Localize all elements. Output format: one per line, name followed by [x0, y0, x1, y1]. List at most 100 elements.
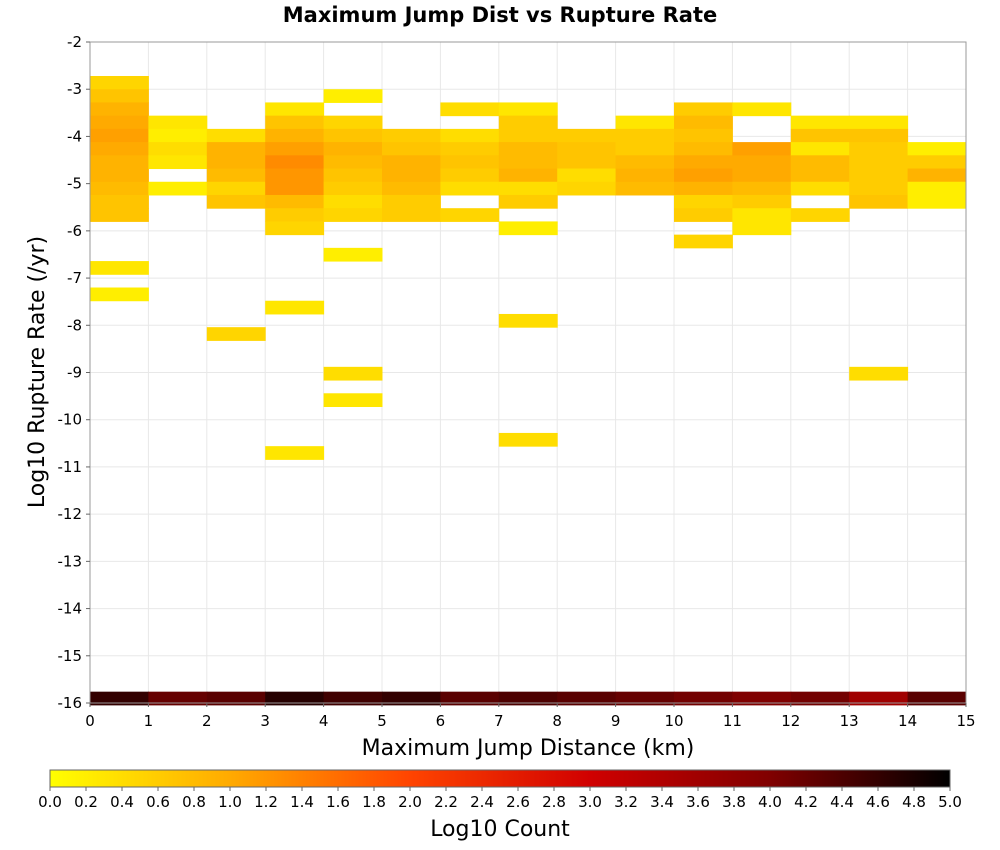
heatmap-cell: [90, 168, 149, 183]
heatmap-cell: [674, 115, 733, 130]
heatmap-cell: [732, 155, 792, 170]
colorbar-tick-label: 3.0: [578, 793, 602, 811]
y-tick-label: -13: [58, 552, 83, 570]
heatmap-cell: [323, 128, 383, 143]
heatmap-cell: [440, 102, 500, 117]
y-tick-label: -2: [67, 33, 82, 51]
y-tick-label: -14: [58, 600, 83, 618]
heatmap-cell: [206, 142, 266, 156]
heatmap-cell: [674, 128, 733, 143]
heatmap-cell: [498, 691, 558, 706]
x-tick-label: 0: [85, 712, 95, 730]
heatmap-cell: [790, 115, 850, 130]
chart-title: Maximum Jump Dist vs Rupture Rate: [283, 3, 717, 27]
heatmap-cell: [790, 691, 850, 706]
heatmap-cell: [90, 142, 149, 156]
y-tick-label: -12: [58, 505, 83, 523]
x-axis-ticks: 0 1 2 3 4 5 6 7 8 9 10 11 12 13 14 15: [85, 703, 976, 730]
heatmap-cell: [907, 155, 967, 170]
colorbar-tick-label: 0.8: [182, 793, 206, 811]
heatmap-cell: [498, 128, 558, 143]
heatmap-cell: [440, 691, 500, 706]
x-tick-label: 5: [377, 712, 387, 730]
heatmap-cell: [790, 168, 850, 183]
heatmap-cell: [907, 691, 967, 706]
heatmap-cell: [265, 300, 325, 315]
heatmap-cell: [557, 155, 617, 170]
x-tick-label: 6: [436, 712, 446, 730]
heatmap-cell: [206, 327, 266, 341]
heatmap-cell: [907, 194, 967, 209]
heatmap-cell: [674, 142, 733, 156]
heatmap-cell: [557, 142, 617, 156]
heatmap-cell: [148, 128, 208, 143]
heatmap-cell: [849, 142, 909, 156]
heatmap-cell: [849, 168, 909, 183]
heatmap-cell: [148, 181, 208, 196]
heatmap-cell: [732, 168, 792, 183]
heatmap-cell: [265, 155, 325, 170]
heatmap-cell: [849, 155, 909, 170]
heatmap-cell: [323, 89, 383, 103]
colorbar-tick-label: 2.6: [506, 793, 530, 811]
heatmap-cell: [557, 128, 617, 143]
heatmap-cell: [206, 155, 266, 170]
heatmap-cell: [498, 432, 558, 447]
y-axis-ticks: -2 -3 -4 -5 -6 -7 -8 -9 -10 -11 -12 -13 -14 -15 -16: [58, 33, 90, 712]
heatmap-cell: [90, 194, 149, 209]
colorbar-tick-label: 2.0: [398, 793, 422, 811]
heatmap-cell: [849, 691, 909, 706]
heatmap-cell: [732, 181, 792, 196]
heatmap-cell: [907, 168, 967, 183]
heatmap-cell: [382, 142, 441, 156]
colorbar-tick-label: 2.8: [542, 793, 566, 811]
y-tick-label: -5: [67, 175, 82, 193]
heatmap-cell: [615, 128, 675, 143]
colorbar: [49, 769, 951, 788]
heatmap-cell: [849, 115, 909, 130]
heatmap-cell: [557, 691, 617, 706]
colorbar-tick-label: 5.0: [938, 793, 962, 811]
colorbar-tick-label: 4.8: [902, 793, 926, 811]
heatmap-cell: [732, 221, 792, 236]
heatmap-cell: [382, 194, 441, 209]
x-tick-label: 8: [552, 712, 562, 730]
heatmap-cell: [382, 208, 441, 222]
x-tick-label: 14: [898, 712, 917, 730]
heatmap-cell: [849, 181, 909, 196]
heatmap-cell: [206, 128, 266, 143]
x-tick-label: 3: [260, 712, 270, 730]
heatmap-cell: [265, 208, 325, 222]
heatmap-cell: [849, 128, 909, 143]
heatmap-cell: [265, 691, 325, 706]
colorbar-label: Log10 Count: [430, 817, 570, 842]
heatmap-cell: [849, 194, 909, 209]
heatmap-cell: [323, 168, 383, 183]
heatmap-cell: [615, 181, 675, 196]
heatmap-cell: [732, 194, 792, 209]
y-axis-label: Log10 Rupture Rate (/yr): [25, 236, 50, 508]
heatmap-cell: [265, 115, 325, 130]
heatmap-cell: [382, 155, 441, 170]
heatmap-cell: [382, 691, 441, 706]
heatmap-cell: [790, 155, 850, 170]
heatmap-cell: [674, 194, 733, 209]
heatmap-cell: [615, 142, 675, 156]
heatmap-cell: [498, 221, 558, 236]
heatmap-cell: [265, 102, 325, 117]
heatmap-cell: [615, 115, 675, 130]
heatmap-cell: [265, 221, 325, 236]
heatmap-cell: [498, 102, 558, 117]
colorbar-tick-label: 1.8: [362, 793, 386, 811]
heatmap-cell: [732, 691, 792, 706]
heatmap-cell: [557, 168, 617, 183]
heatmap-cell: [206, 194, 266, 209]
heatmap-cell: [206, 181, 266, 196]
heatmap-cell: [265, 194, 325, 209]
x-tick-label: 4: [319, 712, 329, 730]
heatmap-cell: [440, 155, 500, 170]
colorbar-tick-label: 0.2: [74, 793, 98, 811]
heatmap-cell: [440, 128, 500, 143]
heatmap-cell: [90, 181, 149, 196]
heatmap-cell: [615, 155, 675, 170]
